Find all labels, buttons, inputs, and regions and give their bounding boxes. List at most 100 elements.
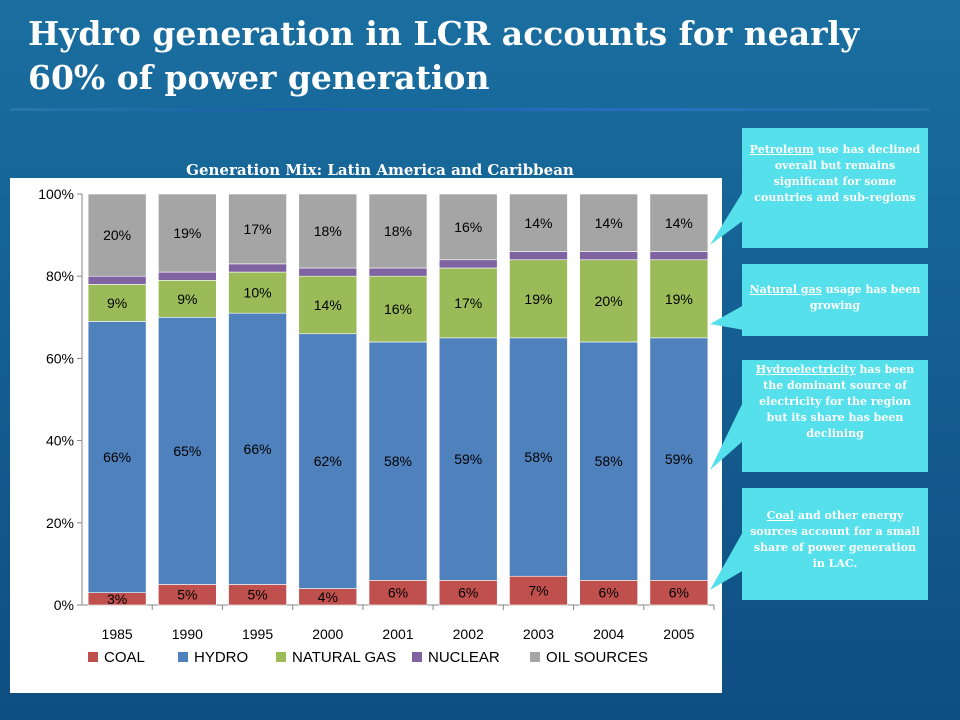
- data-label: 17%: [244, 221, 272, 237]
- legend-label: NUCLEAR: [428, 649, 500, 666]
- x-tick-label: 2003: [523, 626, 554, 642]
- bar-segment-natural-gas: [438, 267, 498, 339]
- data-label: 14%: [314, 297, 342, 313]
- callout-petroleum: Petroleum use has declined overall but r…: [742, 128, 928, 248]
- data-label: 9%: [177, 291, 197, 307]
- data-label: 20%: [595, 293, 623, 309]
- bar-segment-nuclear: [87, 275, 147, 285]
- bar-segment-oil-sources: [438, 193, 498, 261]
- data-label: 16%: [384, 301, 412, 317]
- data-label: 18%: [314, 223, 342, 239]
- callout-coal: Coal and other energy sources account fo…: [742, 488, 928, 600]
- legend-swatch: [412, 652, 422, 662]
- callout-keyword: Natural gas: [749, 283, 822, 296]
- x-tick-label: 2001: [382, 626, 413, 642]
- callout-hydro: Hydroelectricity has been the dominant s…: [742, 360, 928, 472]
- bar-segment-oil-sources: [87, 193, 147, 277]
- legend-label: NATURAL GAS: [292, 649, 396, 666]
- bar-segment-natural-gas: [368, 275, 428, 343]
- bar-segment-coal: [509, 575, 568, 606]
- data-label: 20%: [103, 227, 131, 243]
- bar-segment-oil-sources: [228, 193, 287, 265]
- bar-segment-coal: [579, 580, 638, 606]
- legend-swatch: [530, 652, 540, 662]
- bar-segment-hydro: [368, 341, 428, 581]
- bar-segment-hydro: [298, 333, 358, 589]
- x-tick-label: 1985: [102, 626, 133, 642]
- data-label: 3%: [107, 591, 127, 607]
- bar-segment-hydro: [509, 337, 568, 577]
- data-label: 18%: [384, 223, 412, 239]
- data-label: 9%: [107, 295, 127, 311]
- data-label: 14%: [665, 215, 693, 231]
- legend-swatch: [276, 652, 286, 662]
- bar-segment-hydro: [228, 312, 287, 585]
- callout-keyword: Hydroelectricity: [755, 363, 856, 376]
- y-tick-label: 80%: [46, 268, 74, 284]
- data-label: 5%: [177, 587, 197, 603]
- bar-segment-hydro: [438, 337, 498, 581]
- data-label: 66%: [103, 449, 131, 465]
- callout-pointer-natural-gas: [710, 305, 744, 330]
- bar-segment-hydro: [579, 341, 638, 581]
- callout-natural-gas: Natural gas usage has been growing: [742, 264, 928, 336]
- data-label: 14%: [524, 215, 552, 231]
- bar-segment-natural-gas: [509, 259, 568, 339]
- data-label: 59%: [454, 451, 482, 467]
- bar-segment-natural-gas: [158, 280, 217, 318]
- data-label: 58%: [384, 453, 412, 469]
- data-label: 6%: [669, 585, 689, 601]
- chart-title: Generation Mix: Latin America and Caribb…: [186, 161, 574, 179]
- bar-segment-natural-gas: [87, 284, 147, 322]
- data-label: 62%: [314, 453, 342, 469]
- callout-text: use has declined overall but remains sig…: [754, 143, 921, 204]
- callout-keyword: Coal: [766, 509, 794, 522]
- bar-segment-nuclear: [298, 267, 358, 277]
- legend-label: COAL: [104, 649, 145, 666]
- bar-segment-nuclear: [438, 259, 498, 269]
- bar-segment-hydro: [649, 337, 709, 581]
- y-tick-label: 20%: [46, 515, 74, 531]
- data-label: 6%: [599, 585, 619, 601]
- callout-text: and other energy sources account for a s…: [750, 509, 920, 570]
- callout-pointer-coal: [710, 530, 744, 590]
- bar-segment-oil-sources: [298, 193, 358, 269]
- data-label: 14%: [595, 215, 623, 231]
- y-tick-label: 0%: [54, 597, 74, 613]
- x-tick-label: 2002: [453, 626, 484, 642]
- data-label: 4%: [318, 589, 338, 605]
- legend-swatch: [88, 652, 98, 662]
- data-label: 59%: [665, 451, 693, 467]
- data-label: 65%: [173, 443, 201, 459]
- x-tick-label: 1995: [242, 626, 273, 642]
- bar-segment-natural-gas: [649, 259, 709, 339]
- data-label: 17%: [454, 295, 482, 311]
- callout-text: usage has been growing: [809, 283, 921, 312]
- bar-segment-natural-gas: [228, 271, 287, 314]
- data-label: 5%: [247, 587, 267, 603]
- bar-segment-nuclear: [368, 267, 428, 277]
- y-tick-label: 60%: [46, 350, 74, 366]
- data-label: 6%: [458, 585, 478, 601]
- bar-segment-hydro: [87, 321, 147, 593]
- bar-segment-nuclear: [509, 251, 568, 261]
- data-label: 6%: [388, 585, 408, 601]
- stacked-bar-chart: 0% 20% 40% 60% 80% 100% 3% 66% 9% 20% 1985 5% 65% 9% 1…: [38, 186, 715, 666]
- x-tick-label: 2004: [593, 626, 624, 642]
- bar-segment-nuclear: [158, 271, 217, 281]
- y-tick-label: 100%: [38, 186, 74, 202]
- data-label: 19%: [524, 291, 552, 307]
- data-label: 19%: [665, 291, 693, 307]
- data-label: 10%: [244, 285, 272, 301]
- callout-keyword: Petroleum: [749, 143, 814, 156]
- bar-segment-oil-sources: [649, 193, 709, 252]
- bar-segment-coal: [649, 580, 709, 606]
- bar-segment-hydro: [158, 317, 217, 585]
- bar-segment-coal: [368, 580, 428, 606]
- bar-segment-nuclear: [579, 251, 638, 261]
- legend-label: OIL SOURCES: [546, 649, 648, 666]
- data-label: 66%: [244, 441, 272, 457]
- data-label: 7%: [528, 583, 548, 599]
- legend-swatch: [178, 652, 188, 662]
- bar-segment-nuclear: [649, 251, 709, 261]
